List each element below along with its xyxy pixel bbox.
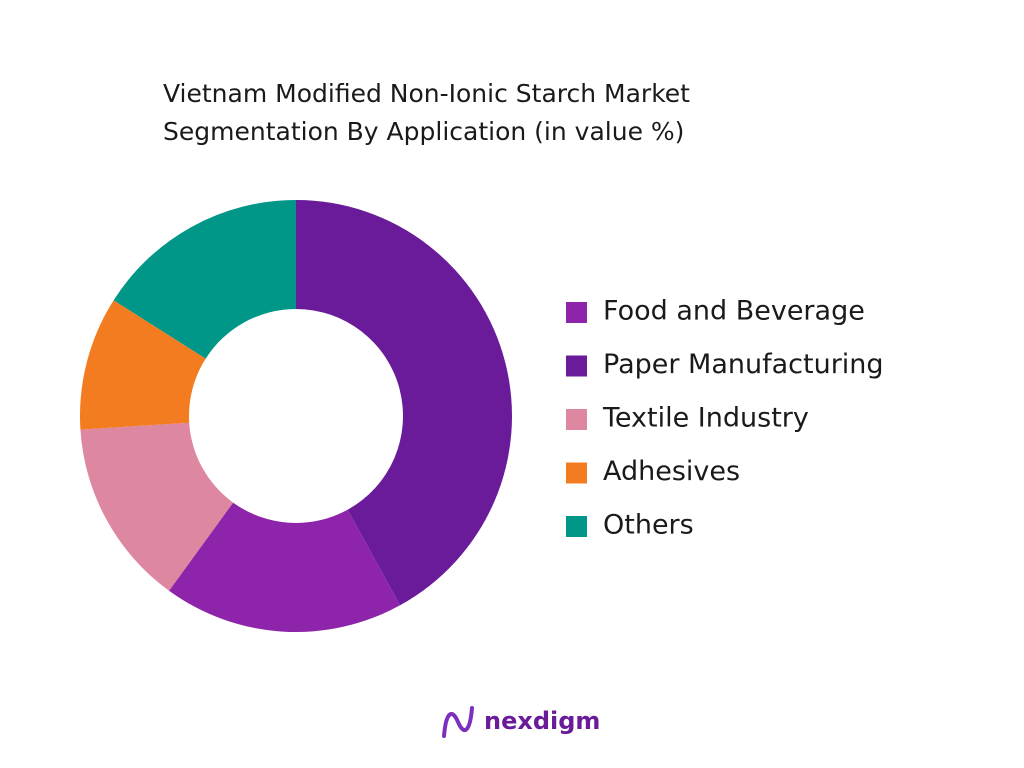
chart-title: Segmentation By Application (in value %) [163, 117, 684, 146]
chart-title: Vietnam Modified Non-Ionic Starch Market [163, 79, 690, 108]
legend-label: Food and Beverage [603, 296, 865, 327]
logo: nexdigm [442, 706, 600, 738]
donut-slice [113, 200, 296, 359]
legend-swatch [566, 302, 587, 323]
logo-icon [442, 706, 474, 738]
legend-label: Paper Manufacturing [603, 349, 884, 380]
legend-swatch [566, 516, 587, 537]
donut-slice [80, 300, 206, 430]
donut-slice [80, 422, 234, 591]
brand: nexdigm [484, 707, 600, 735]
donut-slice [169, 502, 401, 632]
legend-swatch [566, 409, 587, 430]
legend-swatch [566, 355, 587, 377]
legend-label: Textile Industry [602, 403, 809, 434]
legend-label: Others [603, 510, 694, 541]
legend-swatch [566, 462, 587, 484]
donut-slice [296, 200, 512, 606]
legend-label: Adhesives [603, 456, 740, 487]
